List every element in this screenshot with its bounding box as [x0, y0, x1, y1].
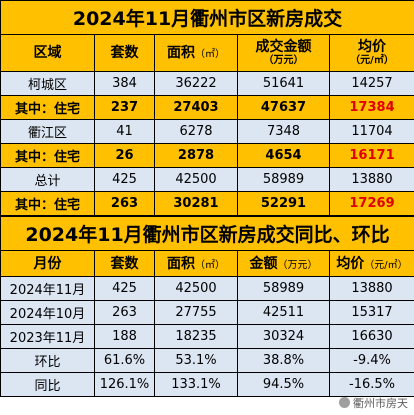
table-row: 环比 61.6% 53.1% 38.8% -9.4%: [0, 348, 414, 373]
header-amount: 金额（万元）: [237, 250, 330, 277]
table-comparison: 2024年11月衢州市区新房成交同比、环比 月份 套数 面积（㎡） 金额（万元）…: [0, 216, 414, 397]
cell-avg: 13880: [328, 276, 414, 301]
cell-units: 425: [94, 276, 155, 301]
cell-avg: 16630: [328, 324, 414, 349]
cell-units: 188: [94, 324, 155, 349]
cell-amount: 38.8%: [237, 348, 330, 373]
watermark: 衢州市房天: [339, 395, 408, 411]
table-summary: 2024年11月衢州市区新房成交 区域 套数 面积（㎡） 成交金额 （万元） 均价…: [0, 0, 414, 216]
table-row: 衢江区 41 6278 7348 11704: [0, 119, 414, 144]
header-region: 区域: [0, 34, 95, 72]
cell-avg: 15317: [328, 300, 414, 325]
table-row: 同比 126.1% 133.1% 94.5% -16.5%: [0, 372, 414, 397]
header-avg-price: 均价（元/㎡）: [328, 34, 414, 72]
cell-units: 263: [94, 300, 155, 325]
cell-area: 133.1%: [154, 372, 238, 397]
cell-area: 18235: [154, 324, 238, 349]
cell-avg: 13880: [328, 167, 414, 192]
cell-units: 425: [94, 167, 155, 192]
header-units: 套数: [94, 34, 155, 72]
header-amount: 成交金额 （万元）: [237, 34, 330, 72]
watermark-text: 衢州市房天: [353, 397, 408, 410]
cell-area: 27403: [154, 95, 238, 120]
cell-region: 其中：住宅: [0, 95, 95, 120]
table-row: 其中：住宅 263 30281 52291 17269: [0, 191, 414, 216]
cell-units: 126.1%: [94, 372, 155, 397]
cell-units: 41: [94, 119, 155, 144]
cell-avg: 17384: [328, 95, 414, 120]
cell-month: 环比: [0, 348, 95, 373]
cell-avg: -16.5%: [328, 372, 414, 397]
cell-units: 237: [94, 95, 155, 120]
table-summary-body: 柯城区 384 36222 51641 14257 其中：住宅 237 27403 47637 1…: [0, 71, 414, 216]
cell-region: 其中：住宅: [0, 143, 95, 168]
header-area: 面积（㎡）: [154, 34, 238, 72]
header-month: 月份: [0, 250, 95, 277]
cell-units: 263: [94, 191, 155, 216]
cell-month: 同比: [0, 372, 95, 397]
header-area: 面积（㎡）: [154, 250, 238, 277]
table-row: 2024年11月 425 42500 58989 13880: [0, 276, 414, 301]
cell-avg: 16171: [328, 143, 414, 168]
cell-area: 42500: [154, 276, 238, 301]
table-row: 柯城区 384 36222 51641 14257: [0, 71, 414, 96]
cell-region: 柯城区: [0, 71, 95, 96]
cell-region: 总计: [0, 167, 95, 192]
table-row: 2024年10月 263 27755 42511 15317: [0, 300, 414, 325]
cell-avg: 11704: [328, 119, 414, 144]
weibo-icon: [339, 397, 350, 408]
cell-area: 36222: [154, 71, 238, 96]
cell-area: 53.1%: [154, 348, 238, 373]
cell-area: 42500: [154, 167, 238, 192]
cell-region: 衢江区: [0, 119, 95, 144]
cell-avg: 17269: [328, 191, 414, 216]
cell-units: 384: [94, 71, 155, 96]
cell-amount: 94.5%: [237, 372, 330, 397]
cell-area: 2878: [154, 143, 238, 168]
cell-amount: 42511: [237, 300, 330, 325]
table-row: 2023年11月 188 18235 30324 16630: [0, 324, 414, 349]
table-comparison-body: 2024年11月 425 42500 58989 13880 2024年10月 263 277…: [0, 276, 414, 397]
cell-area: 30281: [154, 191, 238, 216]
cell-units: 61.6%: [94, 348, 155, 373]
cell-amount: 7348: [237, 119, 330, 144]
table-comparison-title: 2024年11月衢州市区新房成交同比、环比: [0, 216, 414, 251]
cell-amount: 58989: [237, 276, 330, 301]
cell-month: 2024年10月: [0, 300, 95, 325]
table-summary-title: 2024年11月衢州市区新房成交: [0, 0, 414, 35]
cell-amount: 4654: [237, 143, 330, 168]
cell-month: 2024年11月: [0, 276, 95, 301]
cell-amount: 51641: [237, 71, 330, 96]
cell-region: 其中：住宅: [0, 191, 95, 216]
header-avg-price: 均价（元/㎡）: [328, 250, 414, 277]
cell-avg: 14257: [328, 71, 414, 96]
cell-amount: 58989: [237, 167, 330, 192]
cell-area: 27755: [154, 300, 238, 325]
cell-amount: 47637: [237, 95, 330, 120]
table-row: 其中：住宅 26 2878 4654 16171: [0, 143, 414, 168]
table-row: 总计 425 42500 58989 13880: [0, 167, 414, 192]
cell-avg: -9.4%: [328, 348, 414, 373]
cell-amount: 30324: [237, 324, 330, 349]
cell-area: 6278: [154, 119, 238, 144]
header-units: 套数: [94, 250, 155, 277]
cell-month: 2023年11月: [0, 324, 95, 349]
table-row: 其中：住宅 237 27403 47637 17384: [0, 95, 414, 120]
cell-amount: 52291: [237, 191, 330, 216]
cell-units: 26: [94, 143, 155, 168]
